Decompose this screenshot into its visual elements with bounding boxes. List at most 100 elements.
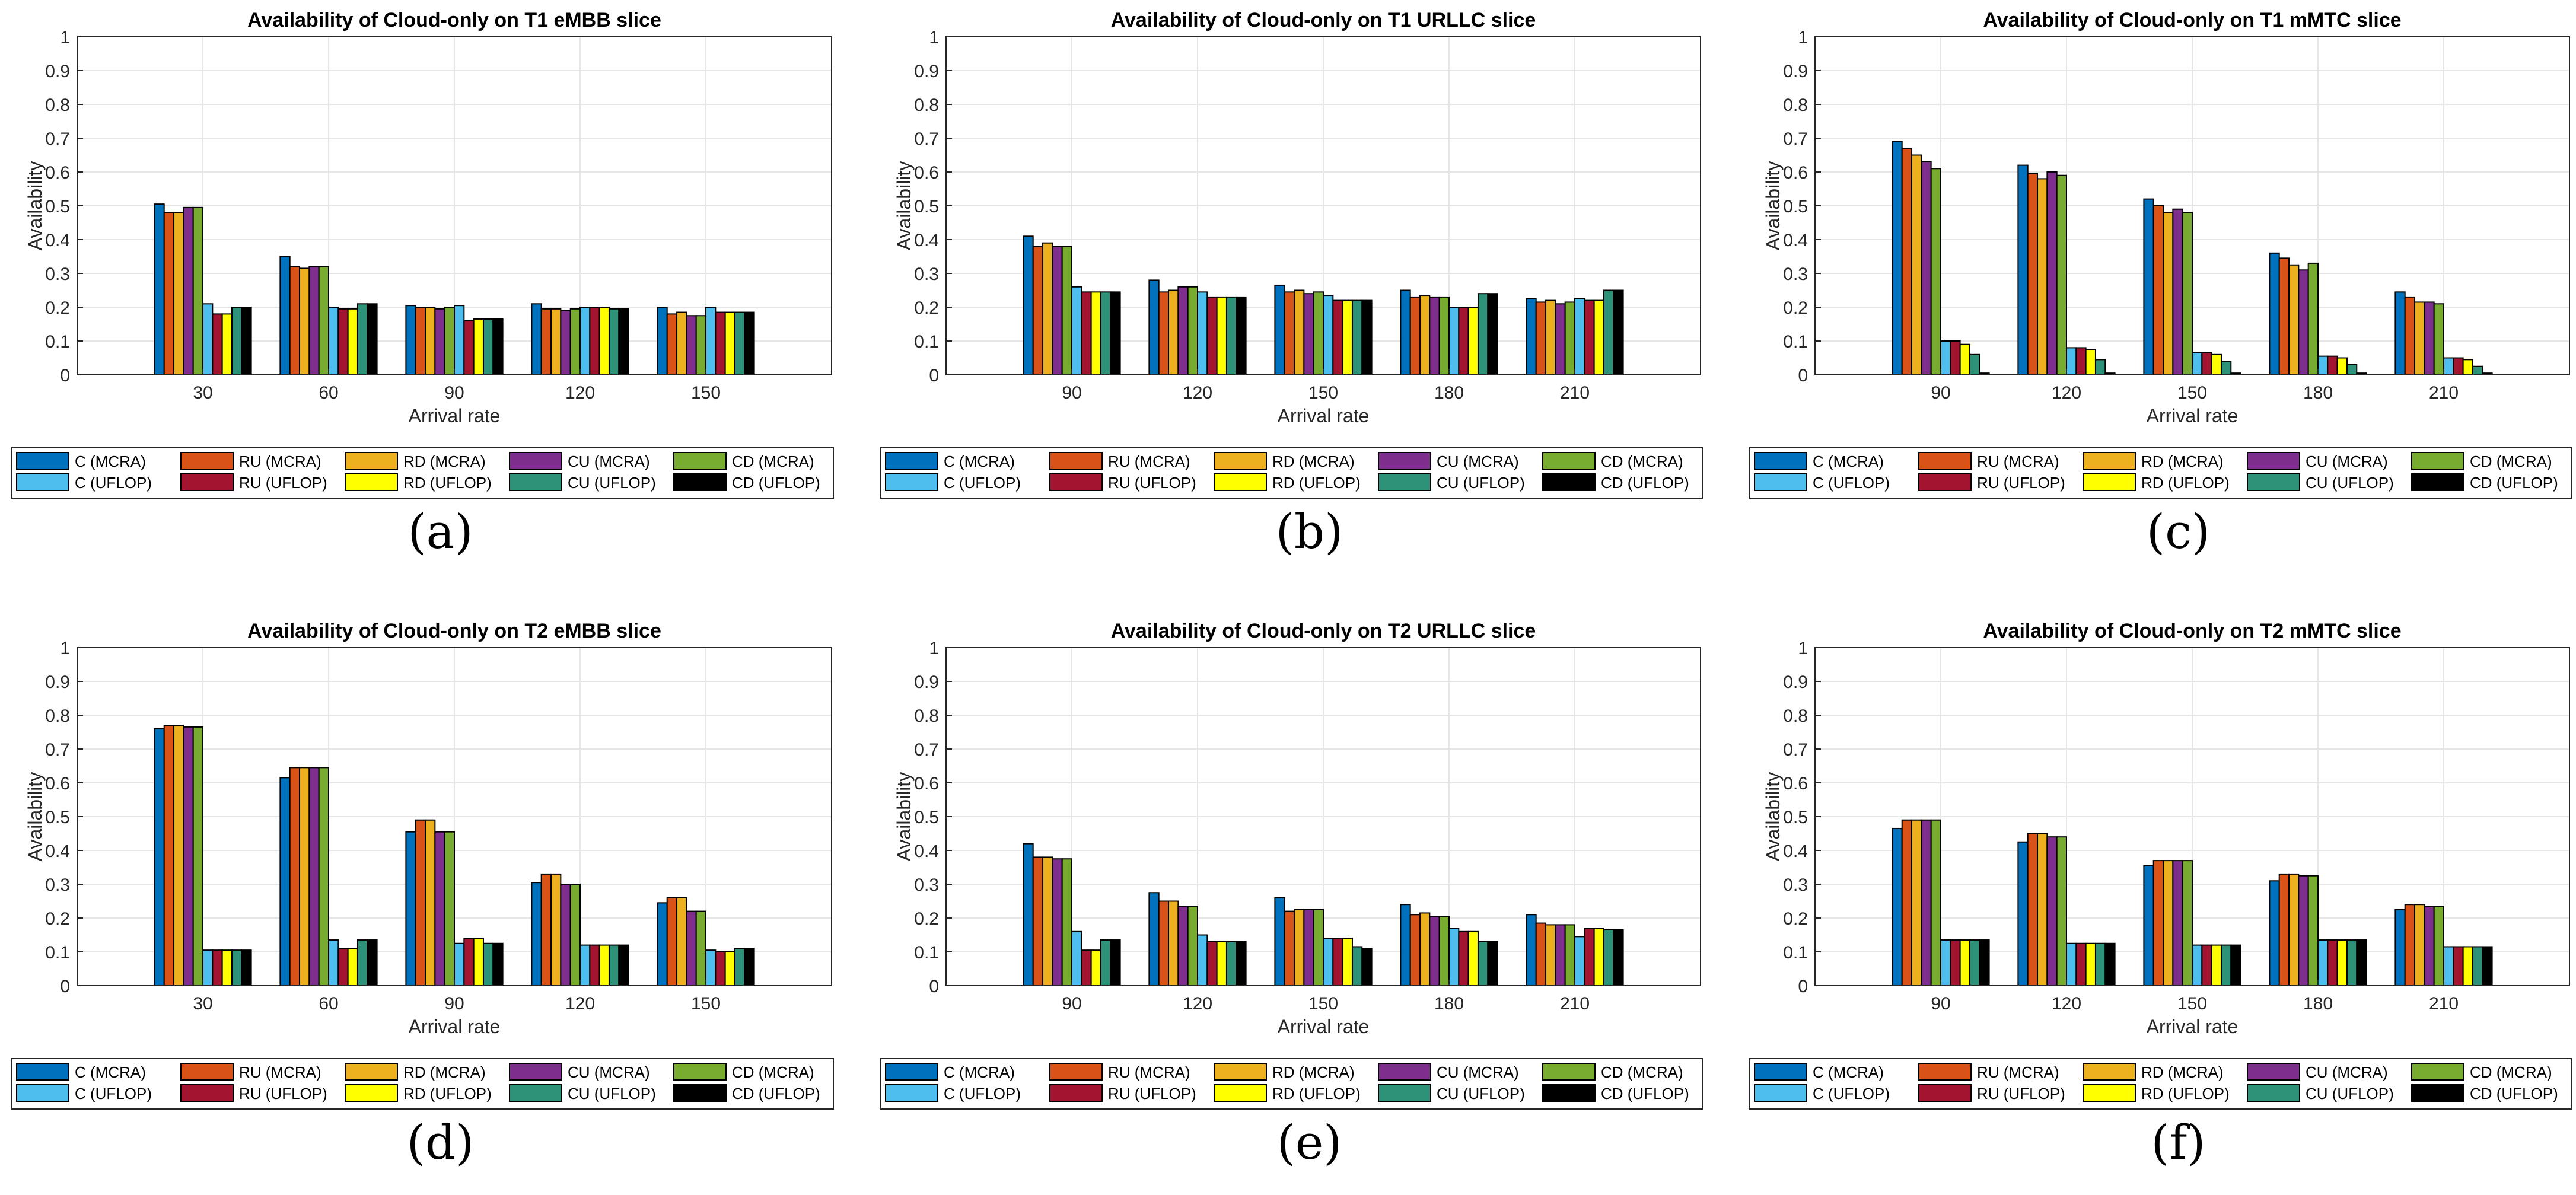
bar-a-60-s4 — [308, 266, 320, 375]
y-axis-label-f: Availability — [1762, 772, 1784, 862]
bar-a-60-s8 — [347, 308, 358, 375]
bar-f-150-s4 — [2172, 860, 2183, 986]
bar-a-150-s6 — [705, 307, 717, 375]
y-tick-label-f: 1 — [1798, 639, 1808, 658]
axes-frame-a — [77, 36, 832, 375]
y-tick-label-b: 1 — [929, 28, 939, 47]
legend-swatch-f-5 — [2411, 1063, 2464, 1081]
bar-c-150-s6 — [2192, 352, 2203, 376]
y-tick-label-e: 0 — [929, 977, 939, 996]
bar-a-90-s4 — [434, 308, 445, 375]
panel-a: Availability of Cloud-only on T1 eMBB sl… — [11, 0, 869, 584]
bar-d-60-s6 — [328, 939, 339, 986]
bar-b-120-s6 — [1197, 291, 1208, 375]
bar-e-120-s10 — [1236, 941, 1247, 987]
legend-label-f-3: RD (MCRA) — [2141, 1063, 2224, 1081]
bar-b-210-s1 — [1526, 298, 1537, 375]
legend-label-a-1: C (MCRA) — [75, 452, 146, 470]
legend-label-a-6: C (UFLOP) — [75, 474, 152, 492]
bar-f-120-s4 — [2046, 836, 2058, 987]
legend-label-d-9: CU (UFLOP) — [568, 1085, 656, 1102]
bar-a-150-s4 — [686, 315, 697, 375]
legend-swatch-e-2 — [1049, 1063, 1103, 1081]
y-tick-label-a: 0.7 — [45, 129, 70, 149]
bar-e-210-s9 — [1603, 929, 1615, 987]
bar-e-120-s9 — [1225, 941, 1237, 987]
bar-d-60-s1 — [279, 777, 291, 986]
legend-swatch-c-10 — [2411, 473, 2464, 491]
bar-d-60-s9 — [356, 939, 368, 986]
bar-d-120-s1 — [531, 882, 542, 986]
legend-label-b-7: RU (UFLOP) — [1108, 474, 1196, 492]
bar-c-180-s8 — [2336, 357, 2348, 375]
bar-d-150-s5 — [695, 910, 707, 987]
legend-swatch-a-10 — [673, 473, 727, 491]
bar-a-120-s3 — [550, 308, 562, 375]
bar-e-90-s2 — [1032, 856, 1044, 986]
y-tick-label-d: 0.6 — [45, 774, 70, 794]
bar-d-30-s9 — [231, 949, 243, 987]
bar-e-210-s10 — [1613, 929, 1624, 987]
y-tick-label-d: 0.3 — [45, 875, 70, 895]
bar-a-90-s10 — [492, 318, 504, 376]
bar-c-120-s5 — [2056, 174, 2068, 375]
bar-a-150-s9 — [734, 311, 746, 375]
y-tick-label-d: 0.5 — [45, 808, 70, 827]
bar-f-120-s7 — [2075, 942, 2087, 986]
bar-b-180-s9 — [1477, 293, 1489, 376]
bar-d-120-s5 — [569, 884, 581, 986]
bar-e-90-s8 — [1090, 949, 1101, 987]
bar-b-120-s2 — [1158, 291, 1170, 375]
bar-e-120-s6 — [1197, 934, 1208, 986]
y-tick-label-d: 1 — [60, 639, 70, 658]
y-axis-label-e: Availability — [893, 772, 915, 862]
legend-swatch-e-6 — [885, 1084, 938, 1102]
legend-label-e-5: CD (MCRA) — [1601, 1063, 1683, 1081]
y-tick-label-f: 0 — [1798, 977, 1808, 996]
legend-label-f-1: C (MCRA) — [1813, 1063, 1884, 1081]
bar-b-180-s4 — [1429, 296, 1440, 375]
y-tick-label-c: 0.4 — [1783, 231, 1808, 250]
bar-e-150-s3 — [1294, 909, 1305, 986]
legend-swatch-f-9 — [2247, 1084, 2300, 1102]
bar-b-180-s1 — [1400, 289, 1411, 375]
y-tick-label-c: 0 — [1798, 366, 1808, 385]
bar-b-150-s10 — [1361, 299, 1373, 376]
axes-frame-f — [1814, 647, 2570, 986]
bar-c-180-s5 — [2307, 262, 2319, 375]
bar-d-150-s4 — [686, 910, 697, 987]
bar-f-90-s5 — [1930, 819, 1941, 986]
legend-swatch-e-3 — [1214, 1063, 1267, 1081]
bar-a-150-s3 — [676, 311, 687, 375]
legend-swatch-b-9 — [1378, 473, 1431, 491]
bar-c-150-s3 — [2163, 212, 2174, 375]
bar-b-180-s5 — [1438, 296, 1450, 375]
legend-label-e-8: RD (UFLOP) — [1272, 1085, 1361, 1102]
bar-e-120-s3 — [1168, 900, 1179, 986]
y-tick-label-e: 0.1 — [914, 943, 939, 963]
legend-swatch-d-9 — [509, 1084, 562, 1102]
bar-b-180-s10 — [1487, 293, 1498, 376]
y-tick-label-d: 0.8 — [45, 706, 70, 726]
legend-swatch-b-10 — [1542, 473, 1596, 491]
x-tick-label-d: 60 — [319, 994, 338, 1014]
bar-f-180-s3 — [2288, 873, 2300, 986]
bar-b-150-s2 — [1284, 291, 1295, 375]
legend-label-d-4: CU (MCRA) — [568, 1063, 650, 1081]
bar-e-120-s5 — [1187, 906, 1199, 986]
bar-e-210-s8 — [1593, 928, 1604, 986]
bar-c-210-s9 — [2472, 365, 2483, 375]
legend-swatch-e-9 — [1378, 1084, 1431, 1102]
bar-c-210-s5 — [2433, 303, 2445, 375]
bar-f-150-s7 — [2201, 944, 2212, 986]
legend-swatch-e-1 — [885, 1063, 938, 1081]
bar-a-60-s6 — [328, 307, 339, 375]
legend-label-f-4: CU (MCRA) — [2306, 1063, 2388, 1081]
bar-b-90-s2 — [1032, 246, 1044, 375]
y-tick-label-e: 0.7 — [914, 740, 939, 760]
bar-a-150-s2 — [666, 313, 678, 376]
bar-a-120-s6 — [579, 307, 591, 375]
x-tick-label-d: 90 — [444, 994, 464, 1014]
bar-a-120-s10 — [618, 308, 629, 375]
bar-b-210-s2 — [1535, 301, 1547, 376]
